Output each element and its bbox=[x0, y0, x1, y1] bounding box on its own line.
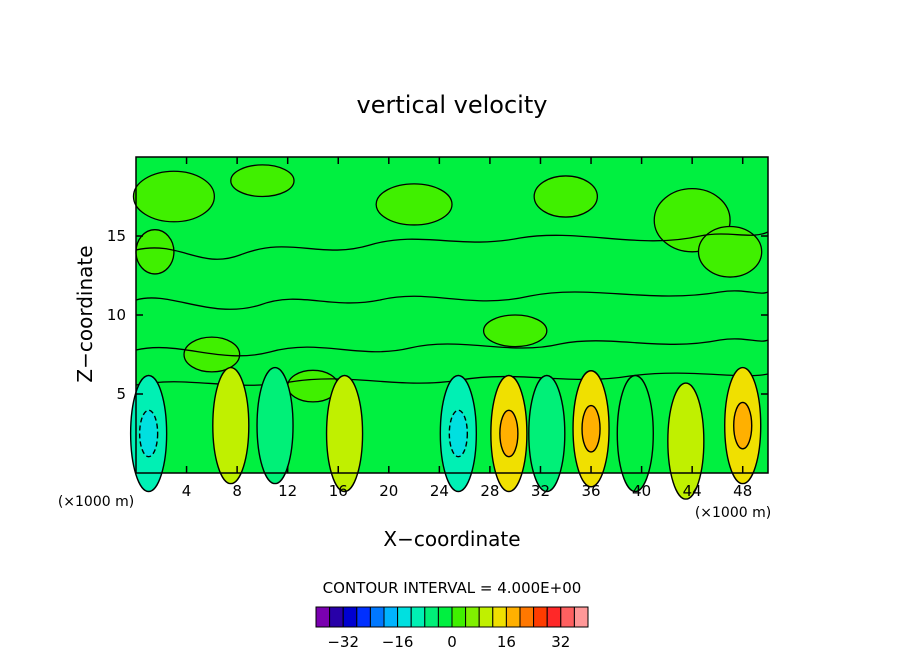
x-tick-label: 32 bbox=[531, 482, 550, 500]
contour-interval-text: CONTOUR INTERVAL = 4.000E+00 bbox=[323, 579, 582, 597]
colorbar-swatch bbox=[465, 606, 480, 628]
colorbar-tick-label: 16 bbox=[497, 633, 516, 651]
colorbar-ticks: −32 −16 0 16 32 bbox=[327, 633, 570, 651]
colorbar-swatch bbox=[342, 606, 358, 628]
chart-title: vertical velocity bbox=[357, 91, 548, 119]
contour-cell bbox=[212, 366, 250, 485]
colorbar-swatch bbox=[397, 606, 412, 628]
contour-patch bbox=[697, 225, 763, 278]
colorbar-swatch bbox=[451, 606, 467, 628]
x-axis: 4 8 12 16 20 24 28 32 36 40 44 48 bbox=[182, 157, 752, 500]
contour-patch bbox=[533, 175, 599, 218]
contour-patch bbox=[132, 170, 216, 223]
colorbar-swatch bbox=[410, 606, 426, 628]
contour-cell bbox=[325, 374, 364, 493]
contour-patch bbox=[482, 314, 548, 348]
colorbar-tick-label: −32 bbox=[327, 633, 359, 651]
colorbar-swatch bbox=[519, 606, 535, 628]
plot-area bbox=[129, 156, 769, 500]
colorbar-swatch bbox=[546, 606, 562, 628]
colorbar-swatch bbox=[478, 606, 494, 628]
contour-patch bbox=[375, 183, 453, 226]
contour-cell bbox=[667, 382, 705, 500]
cell-outer bbox=[667, 382, 705, 500]
x-tick-label: 40 bbox=[632, 482, 651, 500]
x-tick-label: 20 bbox=[379, 482, 398, 500]
colorbar-swatch bbox=[383, 606, 399, 628]
contour-line bbox=[135, 231, 769, 260]
contour-line bbox=[135, 290, 769, 310]
colorbar-swatch bbox=[505, 606, 521, 628]
contour-cell bbox=[256, 366, 294, 485]
colorbar-swatch bbox=[424, 606, 439, 628]
contour-patch bbox=[230, 164, 295, 198]
x-tick-label: 44 bbox=[683, 482, 702, 500]
cell-outer bbox=[212, 366, 250, 485]
colorbar-swatch bbox=[437, 606, 453, 628]
x-unit-right: (×1000 m) bbox=[695, 505, 771, 521]
contour-cell bbox=[572, 370, 610, 488]
contour-cell bbox=[439, 374, 478, 493]
x-tick-label: 8 bbox=[232, 482, 242, 500]
colorbar-swatch bbox=[573, 606, 589, 628]
colorbar-swatch bbox=[315, 606, 331, 628]
cell-inner bbox=[733, 401, 753, 450]
contour-cell bbox=[528, 374, 566, 493]
cell-inner bbox=[448, 409, 469, 458]
x-tick-label: 16 bbox=[329, 482, 348, 500]
cell-outer bbox=[256, 366, 294, 485]
colorbar-tick-label: 32 bbox=[551, 633, 570, 651]
colorbar-swatch bbox=[533, 606, 548, 628]
contour-cell bbox=[129, 374, 168, 493]
colorbar bbox=[315, 606, 589, 628]
contour-cell bbox=[616, 374, 654, 493]
colorbar-swatch bbox=[560, 606, 575, 628]
colorbar-swatch bbox=[356, 606, 371, 628]
y-tick-label: 15 bbox=[107, 227, 126, 245]
x-tick-label: 28 bbox=[480, 482, 499, 500]
cell-outer bbox=[528, 374, 566, 493]
y-tick-label: 10 bbox=[107, 306, 126, 324]
cell-inner bbox=[499, 409, 519, 458]
cell-outer bbox=[325, 374, 364, 493]
contour-line bbox=[135, 338, 769, 357]
x-unit-left: (×1000 m) bbox=[58, 494, 134, 510]
colorbar-swatch bbox=[329, 606, 344, 628]
colorbar-tick-label: 0 bbox=[447, 633, 457, 651]
x-tick-label: 4 bbox=[182, 482, 192, 500]
y-tick-label: 5 bbox=[116, 385, 126, 403]
x-tick-label: 48 bbox=[733, 482, 752, 500]
cell-inner bbox=[581, 404, 601, 453]
x-tick-label: 12 bbox=[278, 482, 297, 500]
y-axis-label: Z−coordinate bbox=[73, 245, 97, 382]
colorbar-tick-label: −16 bbox=[382, 633, 414, 651]
colorbar-swatch bbox=[492, 606, 507, 628]
x-tick-label: 24 bbox=[430, 482, 449, 500]
x-axis-label: X−coordinate bbox=[383, 527, 520, 551]
cell-outer bbox=[616, 374, 654, 493]
contour-cell bbox=[724, 366, 762, 485]
contour-patch bbox=[183, 336, 241, 373]
x-tick-label: 36 bbox=[581, 482, 600, 500]
y-axis: 5 10 15 bbox=[107, 227, 768, 403]
colorbar-swatch bbox=[369, 606, 385, 628]
contour-cell bbox=[490, 374, 528, 493]
cell-inner bbox=[138, 409, 159, 458]
